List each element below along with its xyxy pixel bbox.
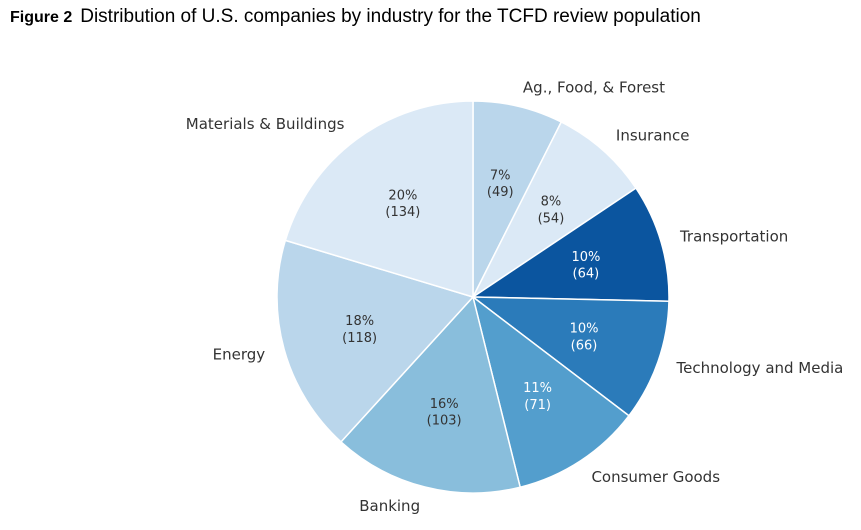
pie-slice-transportation: [472, 187, 670, 302]
slice-count: (71): [524, 398, 551, 413]
slice-percent: 16%: [430, 397, 459, 412]
slice-value-materials-buildings: 20% (134): [385, 188, 420, 220]
slice-percent: 8%: [541, 195, 562, 210]
slice-percent: 20%: [388, 188, 417, 203]
slice-count: (66): [571, 338, 598, 353]
pie-slice-consumer-goods: [472, 296, 630, 488]
slice-value-consumer-goods: 11% (71): [523, 381, 552, 413]
slice-count: (49): [487, 185, 514, 200]
figure-number: Figure 2: [10, 9, 73, 26]
pie-slice-insurance: [472, 121, 637, 298]
slice-percent: 10%: [571, 250, 600, 265]
slice-label-consumer-goods: Consumer Goods: [591, 468, 720, 486]
slice-percent: 7%: [490, 168, 511, 183]
slice-value-technology-and-media: 10% (66): [570, 322, 599, 354]
slice-value-insurance: 8% (54): [538, 195, 565, 227]
slice-count: (134): [385, 205, 420, 220]
slice-value-energy: 18% (118): [342, 314, 377, 346]
slice-value-banking: 16% (103): [427, 397, 462, 429]
slice-count: (64): [573, 267, 600, 282]
slice-count: (54): [538, 212, 565, 227]
pie-slice-energy: [276, 239, 474, 443]
slice-percent: 10%: [570, 322, 599, 337]
slice-label-transportation: Transportation: [679, 228, 788, 246]
pie-slice-technology-and-media: [472, 296, 670, 417]
pie-slice-materials-buildings: [284, 100, 474, 298]
slice-count: (103): [427, 414, 462, 429]
slice-label-materials-buildings: Materials & Buildings: [186, 115, 345, 133]
slice-percent: 18%: [345, 314, 374, 329]
slice-label-technology-and-media: Technology and Media: [676, 359, 844, 377]
pie-slice-banking: [340, 296, 521, 494]
figure-title-text: Distribution of U.S. companies by indust…: [80, 6, 701, 27]
slice-count: (118): [342, 331, 377, 346]
slice-label-energy: Energy: [213, 345, 266, 363]
slice-value-transportation: 10% (64): [571, 250, 600, 282]
slice-label-banking: Banking: [359, 497, 420, 515]
figure-title: Figure 2 Distribution of U.S. companies b…: [10, 6, 701, 28]
slice-percent: 11%: [523, 381, 552, 396]
slice-label-insurance: Insurance: [616, 127, 690, 145]
slice-label-ag-food-forest: Ag., Food, & Forest: [523, 78, 665, 96]
slice-value-ag-food-forest: 7% (49): [487, 168, 514, 200]
